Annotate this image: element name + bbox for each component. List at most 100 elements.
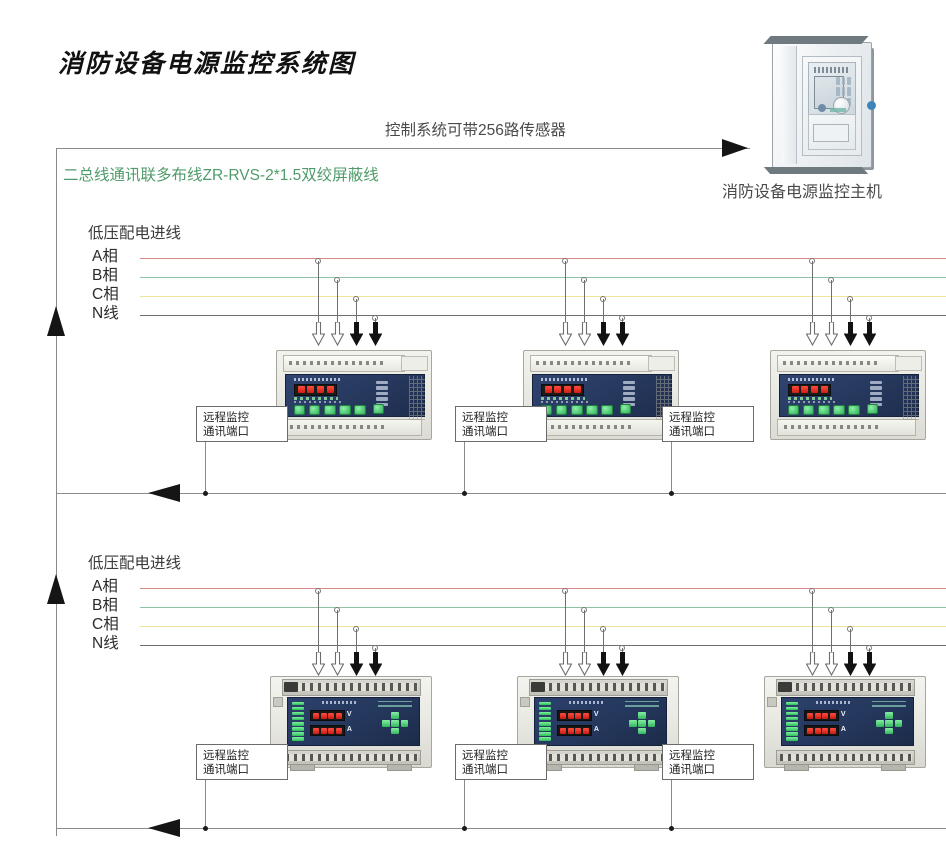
device-button-row[interactable] (293, 404, 366, 415)
phase-line-a-group2 (140, 588, 946, 589)
lead-stem (849, 299, 851, 326)
dpad-left-button[interactable] (876, 719, 885, 727)
dpad-down-button[interactable] (391, 727, 400, 735)
led-digit (791, 386, 799, 394)
lead-arrow-hollow-icon (311, 321, 326, 351)
navigation-dpad[interactable] (629, 711, 656, 735)
comm-port-box-1-group2: 远程监控 通讯端口 (196, 744, 288, 780)
device-button[interactable] (586, 404, 598, 415)
led-digit (830, 712, 837, 719)
dpad-left-button[interactable] (382, 719, 391, 727)
dpad-right-button[interactable] (400, 719, 409, 727)
power-monitor-device-1[interactable] (276, 350, 432, 440)
voltage-led-display (804, 709, 839, 722)
host-small-button[interactable] (818, 103, 826, 112)
cabinet-lock-knob[interactable] (867, 101, 876, 111)
status-led (291, 706, 304, 711)
indicator-led (869, 386, 882, 390)
bus-arrow-left-group1 (148, 484, 180, 502)
device-button[interactable] (818, 404, 830, 415)
status-led-bar (291, 701, 304, 741)
led-digit (564, 386, 572, 394)
dpad-down-button[interactable] (885, 727, 894, 735)
voltage-current-sensor-3[interactable]: V A (764, 676, 926, 771)
indicator-led (375, 386, 388, 390)
dpad-center-button[interactable] (391, 719, 400, 727)
phase-line-c-group2 (140, 626, 946, 627)
status-led-bar (785, 701, 798, 741)
status-led (785, 701, 798, 706)
device-button[interactable] (354, 404, 366, 415)
dpad-center-button[interactable] (638, 719, 647, 727)
phase-label-b-group2: B相 (92, 597, 118, 614)
navigation-dpad[interactable] (876, 711, 903, 735)
device-button[interactable] (339, 404, 351, 415)
lead-arrow-hollow-icon (805, 321, 820, 351)
status-led-bar (538, 701, 551, 741)
device-front-panel (284, 373, 425, 418)
device-button-row[interactable] (540, 404, 613, 415)
comm-port-line2: 通讯端口 (669, 764, 715, 777)
dpad-right-button[interactable] (894, 719, 903, 727)
bus-line-top (56, 148, 750, 149)
device-button[interactable] (293, 404, 306, 415)
comm-port-line1: 远程监控 (669, 750, 715, 762)
lead-stem (811, 591, 813, 656)
indicator-led (847, 87, 851, 96)
device-button[interactable] (324, 404, 336, 415)
terminal-pins (782, 361, 880, 366)
device-button[interactable] (571, 404, 583, 415)
device-enter-button[interactable] (866, 403, 879, 414)
comm-drop-3-group2 (671, 780, 672, 828)
lead-arrow-hollow-icon (558, 651, 573, 681)
voltage-current-sensor-1[interactable]: V A (270, 676, 432, 771)
device-button[interactable] (803, 404, 815, 415)
bus-junction-dot (462, 826, 467, 831)
lead-stem (564, 261, 566, 326)
device-button[interactable] (848, 404, 860, 415)
terminal-pins (779, 683, 912, 692)
terminal-pins (532, 683, 665, 692)
dpad-right-button[interactable] (647, 719, 656, 727)
device-button[interactable] (601, 404, 613, 415)
device-foot (881, 764, 906, 771)
navigation-dpad[interactable] (382, 711, 409, 735)
dpad-center-button[interactable] (885, 719, 894, 727)
dpad-up-button[interactable] (885, 711, 894, 719)
comm-drop-2-group2 (464, 780, 465, 828)
led-digit (567, 727, 574, 734)
device-bottom-terminal (530, 418, 669, 437)
monitoring-host-cabinet[interactable] (763, 36, 876, 174)
device-button[interactable] (309, 404, 321, 415)
status-led (538, 727, 551, 731)
dpad-down-button[interactable] (638, 727, 647, 735)
panel-sub-label-strip (787, 400, 835, 404)
device-enter-button[interactable] (372, 403, 385, 414)
lead-arrow-solid-icon (596, 321, 611, 351)
device-button[interactable] (787, 404, 800, 415)
page-title: 消防设备电源监控系统图 (58, 49, 356, 78)
dpad-left-button[interactable] (629, 719, 638, 727)
comm-port-line1: 远程监控 (462, 750, 508, 762)
panel-right-indicator-leds (375, 380, 388, 407)
device-terminal-block (530, 681, 546, 693)
host-label: 消防设备电源监控主机 (722, 184, 883, 201)
power-monitor-device-2[interactable] (523, 350, 679, 440)
power-monitor-device-3[interactable] (770, 350, 926, 440)
indicator-led (869, 380, 882, 384)
device-bottom-terminal (777, 418, 916, 437)
comm-port-line2: 通讯端口 (203, 764, 249, 777)
terminal-pins (536, 424, 635, 430)
panel-title-strip (322, 700, 356, 705)
host-lower-door (808, 113, 856, 150)
bus-arrow-left-group2 (148, 819, 180, 837)
device-button[interactable] (833, 404, 845, 415)
dpad-up-button[interactable] (391, 711, 400, 719)
device-button-row[interactable] (787, 404, 860, 415)
device-button[interactable] (556, 404, 568, 415)
lead-arrow-hollow-icon (311, 651, 326, 681)
device-enter-button[interactable] (619, 403, 632, 414)
phase-line-n-group1 (140, 315, 946, 316)
dpad-up-button[interactable] (638, 711, 647, 719)
terminal-pins (285, 753, 418, 761)
